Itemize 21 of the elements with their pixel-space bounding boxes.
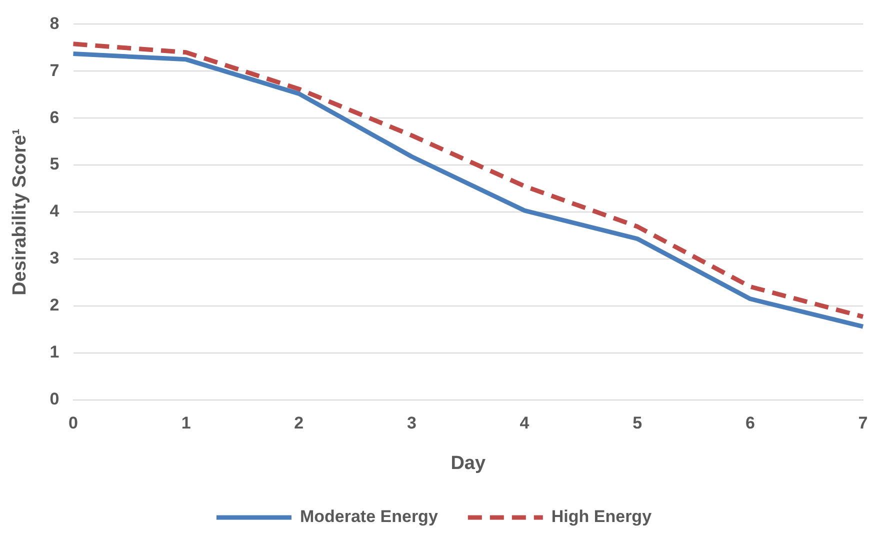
- legend-label: Moderate Energy: [300, 507, 438, 526]
- x-tick-label: 0: [68, 414, 78, 433]
- x-tick-label: 7: [858, 414, 868, 433]
- y-tick-label: 8: [50, 14, 60, 33]
- y-tick-label: 3: [50, 248, 60, 268]
- y-tick-label: 4: [50, 202, 60, 221]
- y-tick-label: 5: [50, 154, 60, 174]
- y-tick-label: 6: [50, 108, 60, 127]
- y-axis-title: Desirability Score¹: [10, 128, 31, 296]
- x-tick-label: 3: [406, 414, 416, 433]
- x-axis-title: Day: [450, 452, 486, 474]
- x-tick-label: 5: [632, 414, 642, 433]
- x-tick-label: 1: [181, 414, 191, 433]
- y-tick-label: 1: [50, 342, 60, 362]
- x-tick-label: 4: [520, 414, 530, 433]
- x-tick-label: 6: [745, 414, 755, 433]
- legend-label: High Energy: [551, 507, 652, 526]
- y-tick-label: 7: [50, 60, 60, 80]
- y-tick-label: 0: [50, 389, 60, 408]
- y-tick-label: 2: [50, 296, 60, 315]
- x-tick-label: 2: [294, 414, 304, 433]
